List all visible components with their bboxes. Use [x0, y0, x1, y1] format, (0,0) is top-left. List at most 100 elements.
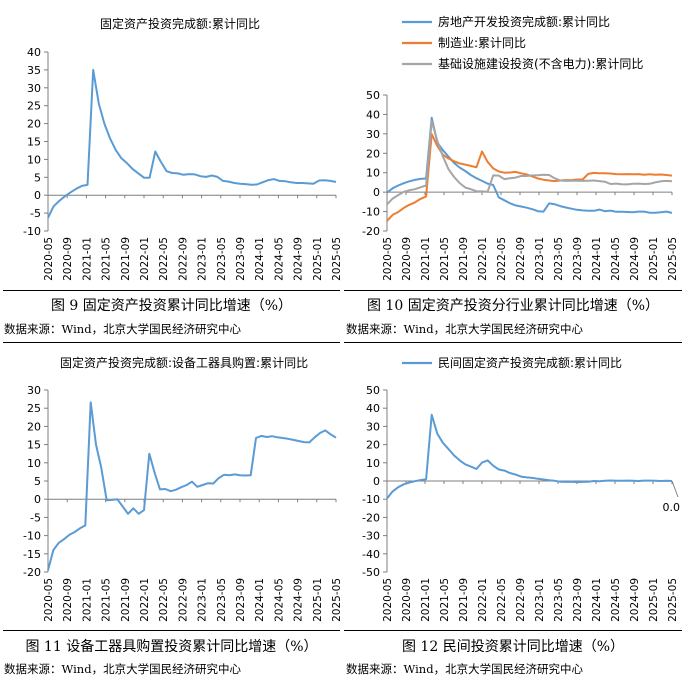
x-tick-label: 2021-01 — [81, 578, 93, 622]
x-tick-label: 2024-01 — [591, 578, 603, 622]
y-tick-label: 0 — [34, 189, 41, 202]
legend-label-3: 基础设施建设投资(不含电力):累计同比 — [438, 56, 643, 71]
y-tick-label: 5 — [34, 475, 41, 488]
chart-title: 固定资产投资完成额:设备工器具购置:累计同比 — [60, 355, 308, 370]
y-tick-label: 20 — [366, 439, 380, 452]
end-data-label: 0.0 — [663, 501, 681, 514]
y-tick-label: 40 — [27, 46, 41, 59]
x-tick-label: 2023-09 — [572, 237, 584, 281]
x-tick-label: 2022-09 — [177, 237, 189, 281]
chart-private-investment: -50 -40 -30 -20 -10 0 10 20 30 40 50 2020-05 2020-09… — [362, 355, 681, 622]
y-tick-label: -10 — [23, 530, 41, 543]
x-tick-label: 2022-05 — [158, 237, 170, 281]
x-tick-label: 2023-05 — [553, 578, 565, 622]
legend-label-2: 制造业:累计同比 — [438, 36, 526, 50]
divider-top-left — [3, 290, 340, 291]
x-tick-label: 2022-01 — [477, 578, 489, 622]
x-tick-label: 2024-05 — [610, 237, 622, 281]
source-note-3: 数据来源：Wind，北京大学国民经济研究中心 — [4, 662, 242, 676]
y-tick-label: -15 — [23, 548, 41, 561]
y-tick-label: 15 — [27, 136, 41, 149]
x-tick-label: 2023-09 — [235, 578, 247, 622]
x-tick-label: 2025-01 — [312, 578, 324, 622]
x-tick-label: 2025-05 — [331, 237, 343, 281]
y-tick-label: 50 — [366, 384, 380, 397]
y-tick-label: -5 — [30, 511, 41, 524]
divider-top-right — [344, 290, 682, 291]
x-tick-label: 2022-01 — [139, 578, 151, 622]
legend-label-1: 民间固定资产投资完成额:累计同比 — [438, 355, 622, 370]
y-tick-label: -10 — [362, 206, 380, 219]
y-tick-label: -30 — [362, 530, 380, 543]
x-tick-label: 2023-05 — [553, 237, 565, 281]
end-label-leader — [671, 480, 679, 498]
x-tick-label: 2025-05 — [667, 578, 679, 622]
divider-mid-right — [344, 342, 682, 343]
x-tick-label: 2023-01 — [534, 237, 546, 281]
x-tick-label: 2024-05 — [610, 578, 622, 622]
x-tick-label: 2025-05 — [331, 578, 343, 622]
y-tick-label: 25 — [27, 100, 41, 113]
y-tick-label: 30 — [366, 128, 380, 141]
x-tick-label: 2021-09 — [458, 578, 470, 622]
x-tick-label: 2025-01 — [648, 578, 660, 622]
chart-panel-3: -20 -15 -10 -5 0 5 10 15 20 25 30 2020-05 2020-09 202… — [0, 345, 345, 630]
chart-title: 固定资产投资完成额:累计同比 — [100, 16, 260, 31]
y-tick-label: 40 — [366, 402, 380, 415]
y-tick-label: 10 — [27, 457, 41, 470]
x-tick-label: 2022-01 — [139, 237, 151, 281]
x-tick-label: 2024-09 — [629, 237, 641, 281]
y-tick-label: 30 — [27, 384, 41, 397]
x-tick-label: 2024-05 — [273, 237, 285, 281]
y-tick-label: 5 — [34, 171, 41, 184]
series-line-1 — [386, 413, 673, 500]
series-line-1 — [47, 68, 337, 219]
x-tick-label: 2021-09 — [120, 578, 132, 622]
x-tick-label: 2021-05 — [101, 578, 113, 622]
y-tick-label: 10 — [27, 153, 41, 166]
y-tick-label: 30 — [366, 420, 380, 433]
y-tick-label: 50 — [366, 89, 380, 102]
y-tick-label: 30 — [27, 82, 41, 95]
y-tick-label: 35 — [27, 64, 41, 77]
source-note-2: 数据来源：Wind，北京大学国民经济研究中心 — [346, 322, 584, 336]
x-tick-label: 2021-05 — [439, 578, 451, 622]
x-tick-label: 2022-09 — [177, 578, 189, 622]
x-tick-label: 2020-05 — [43, 237, 55, 281]
x-tick-label: 2025-05 — [667, 237, 679, 281]
chart-panel-2: -20 -10 0 10 20 30 40 50 2020-05 2020-09 2021-01 20… — [342, 0, 685, 290]
chart-fixed-asset-investment: -10 -5 0 5 10 15 20 25 30 35 40 2020-05 2020-09 2021-… — [23, 16, 343, 281]
x-tick-label: 2020-05 — [382, 578, 394, 622]
y-tick-label: -20 — [362, 511, 380, 524]
y-tick-label: 0 — [34, 493, 41, 506]
x-tick-label: 2021-01 — [420, 578, 432, 622]
y-tick-label: -10 — [362, 493, 380, 506]
series-line-1 — [47, 401, 337, 571]
x-tick-label: 2021-09 — [120, 237, 132, 281]
caption-figure-9: 图 9 固定资产投资累计同比增速（%） — [50, 298, 293, 314]
y-tick-label: -5 — [30, 207, 41, 220]
x-tick-label: 2025-01 — [312, 237, 324, 281]
x-tick-label: 2020-05 — [382, 237, 394, 281]
x-tick-label: 2022-09 — [515, 237, 527, 281]
divider-bottom-right — [344, 630, 682, 631]
x-tick-label: 2024-09 — [629, 578, 641, 622]
x-tick-label: 2020-09 — [62, 237, 74, 281]
x-tick-label: 2024-01 — [254, 578, 266, 622]
x-tick-label: 2025-01 — [648, 237, 660, 281]
y-tick-label: 20 — [27, 420, 41, 433]
chart-panel-4: -50 -40 -30 -20 -10 0 10 20 30 40 50 2020-05 2020-09… — [342, 345, 685, 630]
x-tick-label: 2024-09 — [293, 237, 305, 281]
y-tick-label: 25 — [27, 402, 41, 415]
divider-mid-left — [3, 342, 340, 343]
caption-figure-11: 图 11 设备工器具购置投资累计同比增速（%） — [25, 639, 318, 655]
x-tick-label: 2023-01 — [534, 578, 546, 622]
x-tick-label: 2021-05 — [439, 237, 451, 281]
y-tick-label: 10 — [366, 167, 380, 180]
x-tick-label: 2024-01 — [591, 237, 603, 281]
x-tick-label: 2022-05 — [496, 578, 508, 622]
y-tick-label: 10 — [366, 457, 380, 470]
x-tick-label: 2022-05 — [496, 237, 508, 281]
y-tick-label: 40 — [366, 108, 380, 121]
y-tick-label: 20 — [366, 147, 380, 160]
